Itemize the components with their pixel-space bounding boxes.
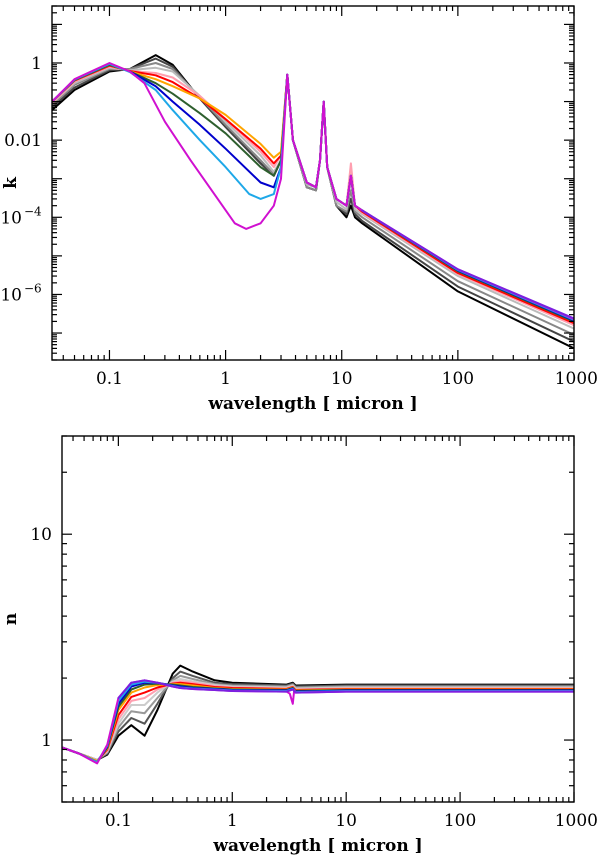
x-tick-label: 1000 bbox=[555, 369, 598, 389]
y-tick-label: 1 bbox=[31, 54, 42, 74]
y-tick-label: 10 bbox=[30, 525, 52, 545]
series-line-6 bbox=[62, 683, 574, 763]
n-panel: 0.1 1 10 100 1000 1 10 wavelength [ micron ] n bbox=[1, 435, 598, 856]
curves bbox=[62, 664, 574, 765]
y-axis-title: k bbox=[1, 176, 21, 189]
y-tick-label: 10 bbox=[0, 285, 22, 305]
y-tick-exponent: −6 bbox=[24, 281, 42, 295]
series-line-11 bbox=[117, 679, 574, 699]
x-axis-title: wavelength [ micron ] bbox=[207, 394, 417, 414]
series-line-6 bbox=[52, 63, 574, 323]
x-tick-label: 10 bbox=[335, 811, 357, 831]
x-tick-label: 1000 bbox=[555, 811, 598, 831]
x-tick-label: 100 bbox=[444, 811, 476, 831]
curves bbox=[52, 54, 574, 350]
series-line-11 bbox=[361, 209, 574, 320]
y-tick-exponent: −4 bbox=[24, 204, 42, 218]
series-line-10 bbox=[52, 62, 574, 321]
x-tick-label: 0.1 bbox=[96, 369, 123, 389]
x-axis-title: wavelength [ micron ] bbox=[212, 836, 422, 856]
x-tick-label: 1 bbox=[227, 811, 238, 831]
y-tick-label: 10 bbox=[0, 208, 22, 228]
x-tick-label: 100 bbox=[442, 369, 474, 389]
y-axis-title: n bbox=[1, 613, 21, 625]
y-tick-label: 0.01 bbox=[4, 131, 42, 151]
series-line-9 bbox=[52, 62, 574, 321]
x-tick-label: 10 bbox=[331, 369, 353, 389]
x-tick-label: 0.1 bbox=[105, 811, 132, 831]
series-line-7 bbox=[52, 63, 574, 323]
y-tick-label: 1 bbox=[41, 731, 52, 751]
plot-frame bbox=[51, 5, 575, 361]
x-tick-label: 1 bbox=[220, 369, 231, 389]
plot-frame bbox=[61, 435, 575, 803]
series-line-8 bbox=[52, 62, 574, 322]
